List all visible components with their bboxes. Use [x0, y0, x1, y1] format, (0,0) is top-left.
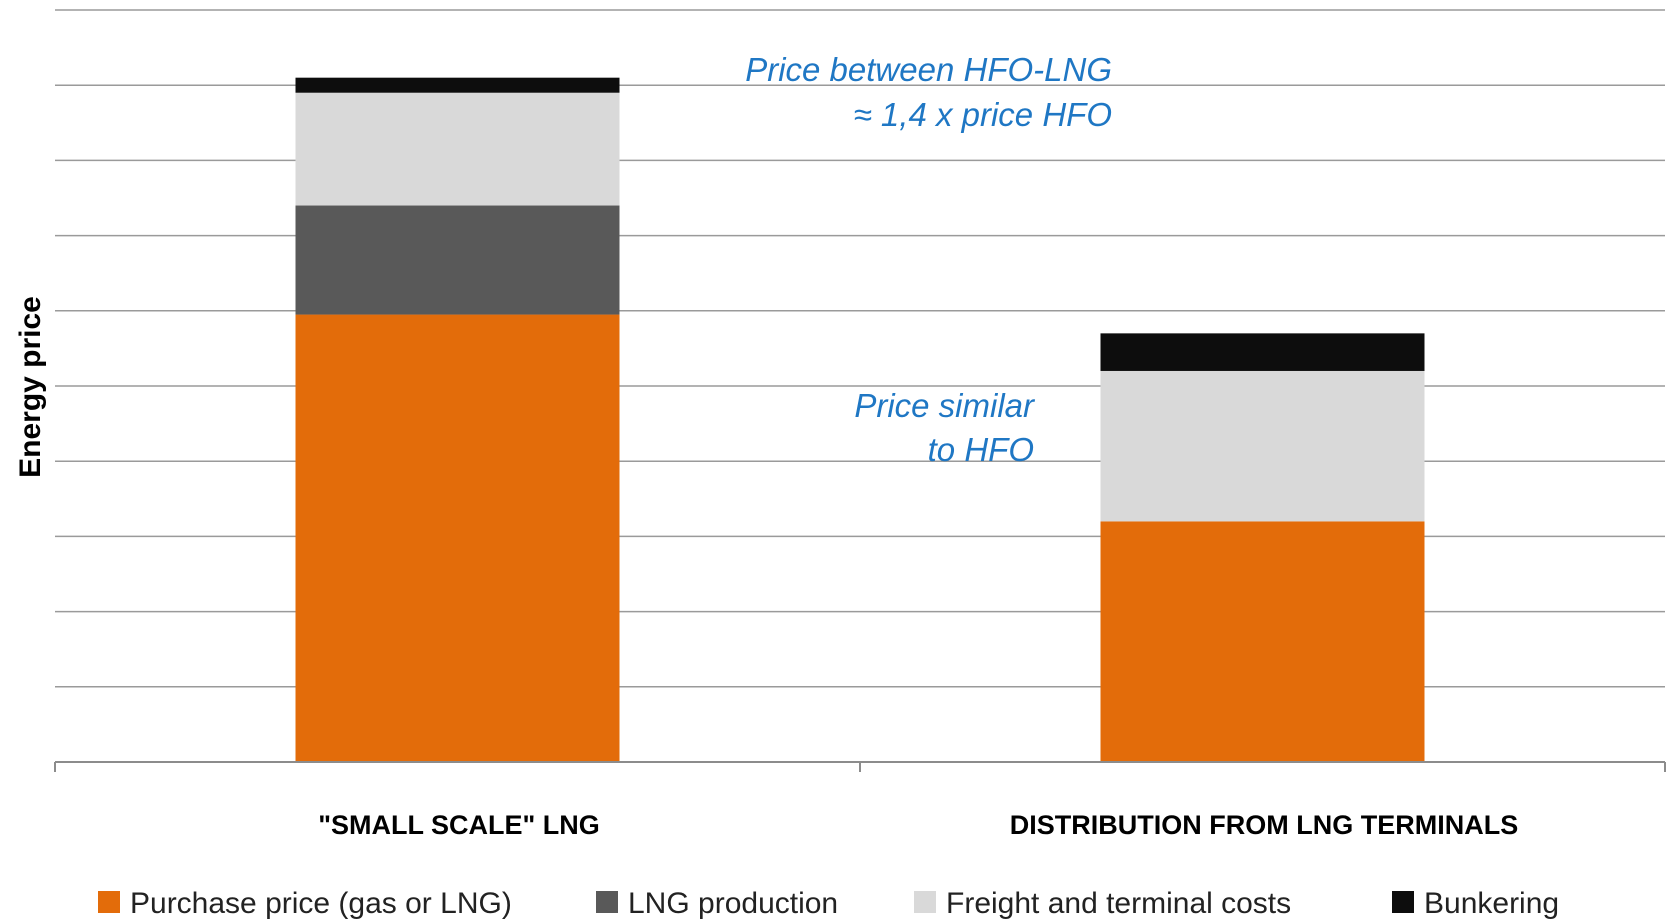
category-labels: "SMALL SCALE" LNG DISTRIBUTION FROM LNG … [318, 810, 1518, 840]
bar-segment [1100, 370, 1425, 522]
annotation-line: Price similar [854, 387, 1036, 424]
legend-label: Bunkering [1424, 887, 1559, 920]
legend-swatch [1392, 891, 1414, 913]
legend-swatch [596, 891, 618, 913]
legend-swatch [914, 891, 936, 913]
y-axis-label: Energy price [14, 296, 47, 478]
bar-segment [1100, 333, 1425, 371]
category-label: "SMALL SCALE" LNG [318, 810, 600, 840]
legend: Purchase price (gas or LNG) LNG producti… [98, 887, 1559, 920]
bar-segment [295, 77, 620, 93]
annotation-line: ≈ 1,4 x price HFO [854, 96, 1112, 133]
legend-label: LNG production [628, 887, 838, 920]
annotation-line: to HFO [928, 431, 1034, 468]
bar-segment [295, 205, 620, 315]
bar-segment [295, 314, 620, 762]
bar-segment [295, 92, 620, 206]
legend-swatch [98, 891, 120, 913]
legend-label: Freight and terminal costs [946, 887, 1291, 920]
annotations: Price between HFO-LNG ≈ 1,4 x price HFO … [745, 51, 1112, 468]
x-axis [54, 761, 1666, 772]
bar-segment [1100, 521, 1425, 762]
bars [295, 77, 1425, 762]
legend-label: Purchase price (gas or LNG) [130, 887, 512, 920]
annotation-line: Price between HFO-LNG [745, 51, 1112, 88]
category-label: DISTRIBUTION FROM LNG TERMINALS [1010, 810, 1518, 840]
